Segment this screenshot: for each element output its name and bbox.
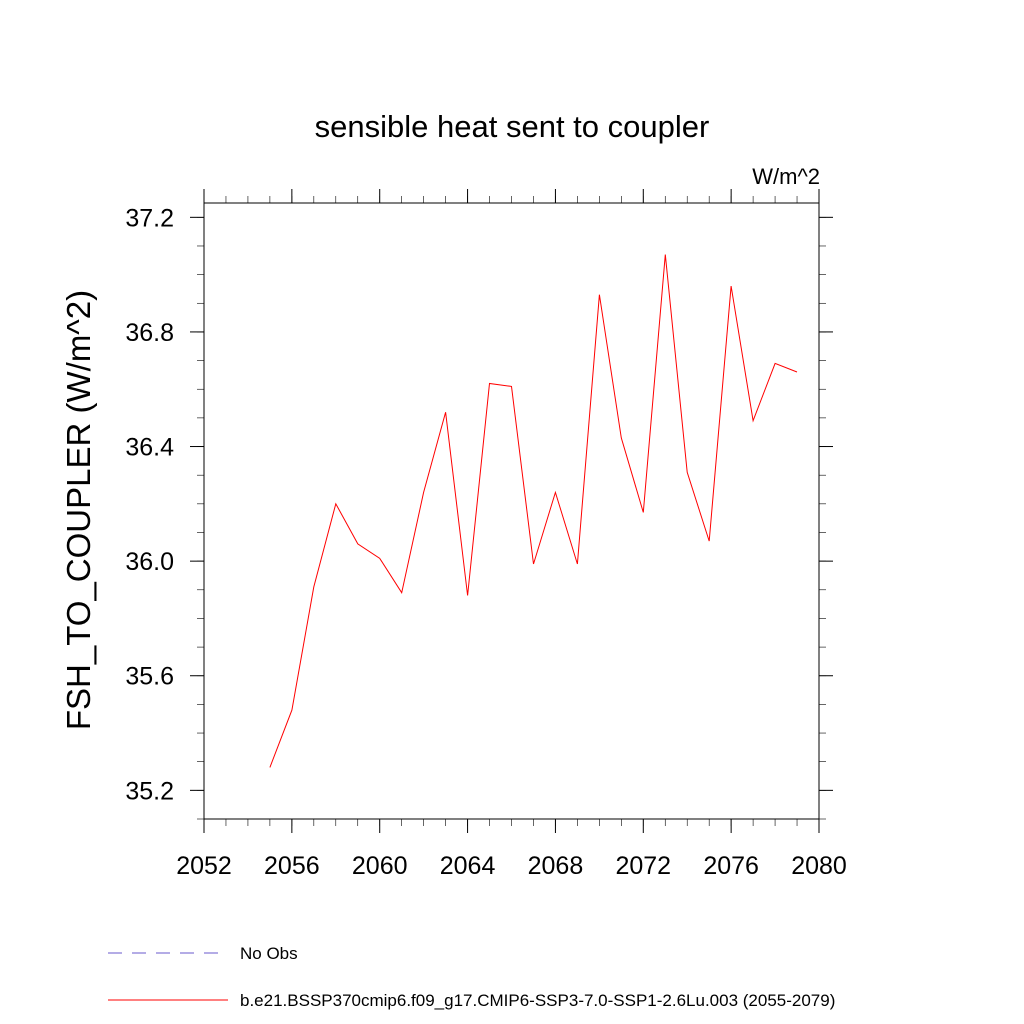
axes: 2052 2056 2060 2064 2068 2072 2076 2080 35.2 35.6… bbox=[125, 189, 847, 880]
y-axis-label: FSH_TO_COUPLER (W/m^2) bbox=[60, 290, 97, 730]
units-label: W/m^2 bbox=[752, 164, 820, 189]
y-tick-label: 37.2 bbox=[125, 204, 174, 232]
y-tick-label: 35.2 bbox=[125, 777, 174, 805]
legend-label: b.e21.BSSP370cmip6.f09_g17.CMIP6-SSP3-7.… bbox=[240, 991, 835, 1010]
x-tick-label: 2072 bbox=[615, 852, 671, 880]
x-tick-label: 2056 bbox=[264, 852, 320, 880]
y-tick-label: 36.4 bbox=[125, 434, 174, 462]
series-line bbox=[269, 254, 798, 768]
x-tick-label: 2076 bbox=[703, 852, 759, 880]
y-tick-label: 36.8 bbox=[125, 319, 174, 347]
plot-frame bbox=[203, 202, 820, 820]
chart-title: sensible heat sent to coupler bbox=[315, 109, 710, 144]
y-tick-label: 35.6 bbox=[125, 663, 174, 691]
x-tick-label: 2064 bbox=[440, 852, 496, 880]
x-tick-label: 2060 bbox=[352, 852, 408, 880]
x-tick-label: 2068 bbox=[528, 852, 584, 880]
legend-label: No Obs bbox=[240, 944, 298, 963]
y-tick-label: 36.0 bbox=[125, 548, 174, 576]
x-tick-label: 2052 bbox=[176, 852, 232, 880]
series-layer bbox=[269, 254, 798, 768]
legend: No Obs b.e21.BSSP370cmip6.f09_g17.CMIP6-S… bbox=[108, 944, 835, 1010]
x-tick-label: 2080 bbox=[791, 852, 847, 880]
